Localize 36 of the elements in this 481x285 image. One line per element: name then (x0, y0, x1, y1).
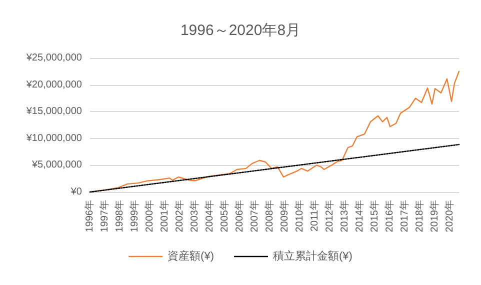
x-tick-label: 2017年 (398, 200, 410, 232)
chart-title: 1996～2020年8月 (180, 22, 301, 39)
x-tick-label: 2019年 (428, 200, 440, 232)
x-tick-label: 2000年 (144, 200, 156, 232)
x-tick-label: 2001年 (158, 200, 170, 232)
y-tick-label: ¥25,000,000 (25, 52, 82, 64)
x-tick-label: 1999年 (128, 200, 140, 232)
x-tick-label: 2008年 (264, 200, 276, 232)
line-series (89, 70, 460, 193)
legend-label: 資産額(¥) (168, 250, 214, 262)
y-tick-label: ¥15,000,000 (25, 106, 82, 118)
legend-label: 積立累計金額(¥) (273, 250, 352, 262)
y-tick-label: ¥5,000,000 (30, 160, 82, 171)
x-tick-label: 2020年 (444, 200, 456, 232)
x-tick-label: 2012年 (324, 200, 336, 232)
x-tick-label: 2003年 (188, 200, 200, 232)
x-tick-label: 2004年 (204, 200, 216, 232)
y-tick-label: ¥10,000,000 (25, 132, 82, 144)
x-tick-label: 2005年 (218, 200, 230, 232)
line-series (89, 144, 460, 193)
x-tick-label: 2013年 (338, 200, 350, 232)
x-tick-label: 2014年 (354, 200, 366, 232)
x-tick-label: 2010年 (294, 200, 306, 232)
x-tick-label: 1998年 (114, 200, 126, 232)
x-tick-label: 2018年 (414, 200, 426, 232)
y-tick-label: ¥20,000,000 (25, 79, 82, 90)
x-tick-label: 2011年 (308, 200, 320, 232)
x-tick-label: 2009年 (278, 200, 290, 232)
x-tick-label: 1996年 (84, 200, 96, 232)
y-tick-label: ¥0 (70, 186, 82, 198)
x-tick-label: 2006年 (234, 200, 246, 232)
x-tick-label: 2015年 (368, 200, 380, 232)
x-tick-label: 2002年 (174, 200, 186, 232)
x-tick-label: 2007年 (248, 200, 260, 232)
x-tick-label: 2016年 (384, 200, 396, 232)
x-tick-label: 1997年 (98, 200, 110, 232)
